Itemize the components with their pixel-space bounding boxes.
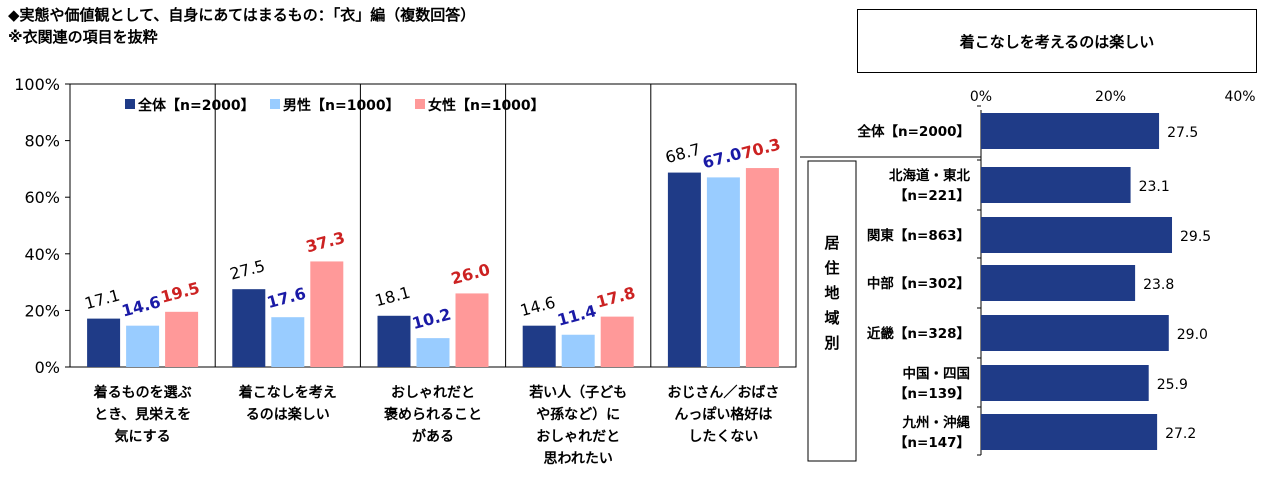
group-label-char: 地: [824, 284, 839, 302]
y-tick-label: 40%: [24, 245, 60, 264]
chart-title-line1: ◆実態や価値観として、自身にあてはまるもの：「衣」編（複数回答）: [8, 6, 476, 24]
y-tick-label: 100%: [14, 75, 60, 94]
bar: [981, 414, 1158, 450]
data-label: 19.5: [159, 278, 202, 307]
data-label: 17.6: [265, 284, 308, 313]
region-group-box: [807, 160, 857, 462]
data-label: 29.5: [1180, 229, 1211, 245]
bar: [126, 325, 160, 367]
y-tick-label: 20%: [24, 301, 60, 320]
bar: [981, 365, 1149, 401]
x-tick-label: 0%: [970, 89, 992, 105]
bar: [706, 177, 740, 367]
data-label: 67.0: [700, 144, 743, 173]
category-label: 北海道・東北: [889, 167, 970, 184]
category-label: 若い人（子ども: [528, 384, 627, 401]
category-label: や孫など）に: [536, 406, 620, 423]
bar: [561, 334, 595, 367]
group-label-char: 別: [823, 334, 839, 352]
bar: [377, 315, 411, 367]
chart-title-line2: ※衣関連の項目を抜粋: [8, 28, 158, 46]
group-label-char: 域: [824, 309, 839, 327]
right-chart-title: 着こなしを考えるのは楽しい: [857, 9, 1257, 73]
bar: [667, 172, 701, 367]
bar: [981, 113, 1160, 149]
category-label: 近畿【n=328】: [867, 325, 970, 342]
right-bar-chart: 0% 20% 40% 27.5 全体【n=2000】 23.1 北海道・東北【n=221】 2…: [800, 89, 1256, 462]
left-bar-chart: 0%20%40%60%80%100%17.114.619.5着るものを選ぶとき、…: [14, 75, 797, 467]
bar: [981, 265, 1136, 301]
category-label: 着るものを選ぶ: [93, 384, 192, 401]
bar: [416, 338, 450, 367]
data-label: 26.0: [449, 260, 492, 289]
bar: [455, 293, 489, 367]
x-tick-label: 40%: [1224, 89, 1255, 105]
data-label: 17.1: [83, 286, 122, 314]
group-label-char: 居: [824, 234, 839, 252]
category-label: おしゃれだと: [536, 429, 620, 445]
data-label: 23.8: [1143, 277, 1174, 293]
data-label: 18.1: [373, 283, 412, 311]
bar: [600, 316, 634, 367]
data-label: 10.2: [410, 305, 453, 334]
category-label: 中国・四国: [903, 365, 971, 382]
bar: [745, 168, 779, 367]
category-label: 褒められること: [383, 406, 482, 423]
data-label: 27.2: [1165, 426, 1196, 442]
legend-label: 全体【n=2000】: [137, 97, 255, 114]
category-label: 中部【n=302】: [867, 275, 970, 292]
category-label: んっぽい格好は: [674, 406, 772, 423]
category-label: 着こなしを考え: [238, 384, 337, 401]
bar: [271, 317, 305, 367]
category-label: 気にする: [115, 428, 171, 445]
legend-swatch: [125, 99, 135, 109]
data-label: 23.1: [1139, 179, 1170, 195]
category-label: とき、見栄えを: [94, 406, 191, 423]
category-label: るのは楽しい: [246, 406, 330, 423]
bar: [981, 217, 1173, 253]
data-label: 37.3: [304, 228, 347, 257]
category-label: 全体【n=2000】: [857, 123, 971, 140]
bar: [87, 318, 121, 367]
category-label: 【n=221】: [894, 188, 970, 204]
x-tick-label: 20%: [1095, 89, 1126, 105]
data-label: 68.7: [663, 139, 702, 167]
bar: [522, 325, 556, 367]
bar: [310, 261, 344, 367]
legend-label: 女性【n=1000】: [428, 97, 545, 114]
data-label: 27.5: [228, 256, 267, 284]
category-label: 思われたい: [544, 451, 613, 467]
legend-label: 男性【n=1000】: [283, 97, 400, 114]
category-label: 【n=139】: [894, 386, 970, 402]
bar: [232, 289, 266, 367]
category-label: 【n=147】: [894, 435, 970, 451]
data-label: 17.8: [594, 283, 637, 312]
category-label: したくない: [688, 429, 758, 445]
data-label: 11.4: [555, 301, 598, 330]
data-label: 14.6: [518, 293, 557, 321]
category-label: 関東【n=863】: [867, 227, 970, 244]
category-label: がある: [412, 428, 454, 445]
y-tick-label: 60%: [24, 188, 60, 207]
category-label: 九州・沖縄: [902, 414, 971, 431]
data-label: 14.6: [120, 292, 163, 321]
legend-swatch: [415, 99, 425, 109]
data-label: 70.3: [739, 134, 782, 163]
data-label: 25.9: [1157, 377, 1188, 393]
group-label-char: 住: [824, 259, 839, 277]
y-tick-label: 0%: [35, 358, 60, 377]
category-label: おしゃれだと: [391, 385, 475, 401]
bar: [981, 167, 1131, 203]
y-tick-label: 80%: [24, 132, 60, 151]
category-label: おじさん／おばさ: [667, 385, 779, 401]
bar: [981, 315, 1169, 351]
bar: [165, 311, 199, 367]
legend-swatch: [270, 99, 280, 109]
data-label: 27.5: [1167, 125, 1198, 141]
data-label: 29.0: [1177, 327, 1208, 343]
